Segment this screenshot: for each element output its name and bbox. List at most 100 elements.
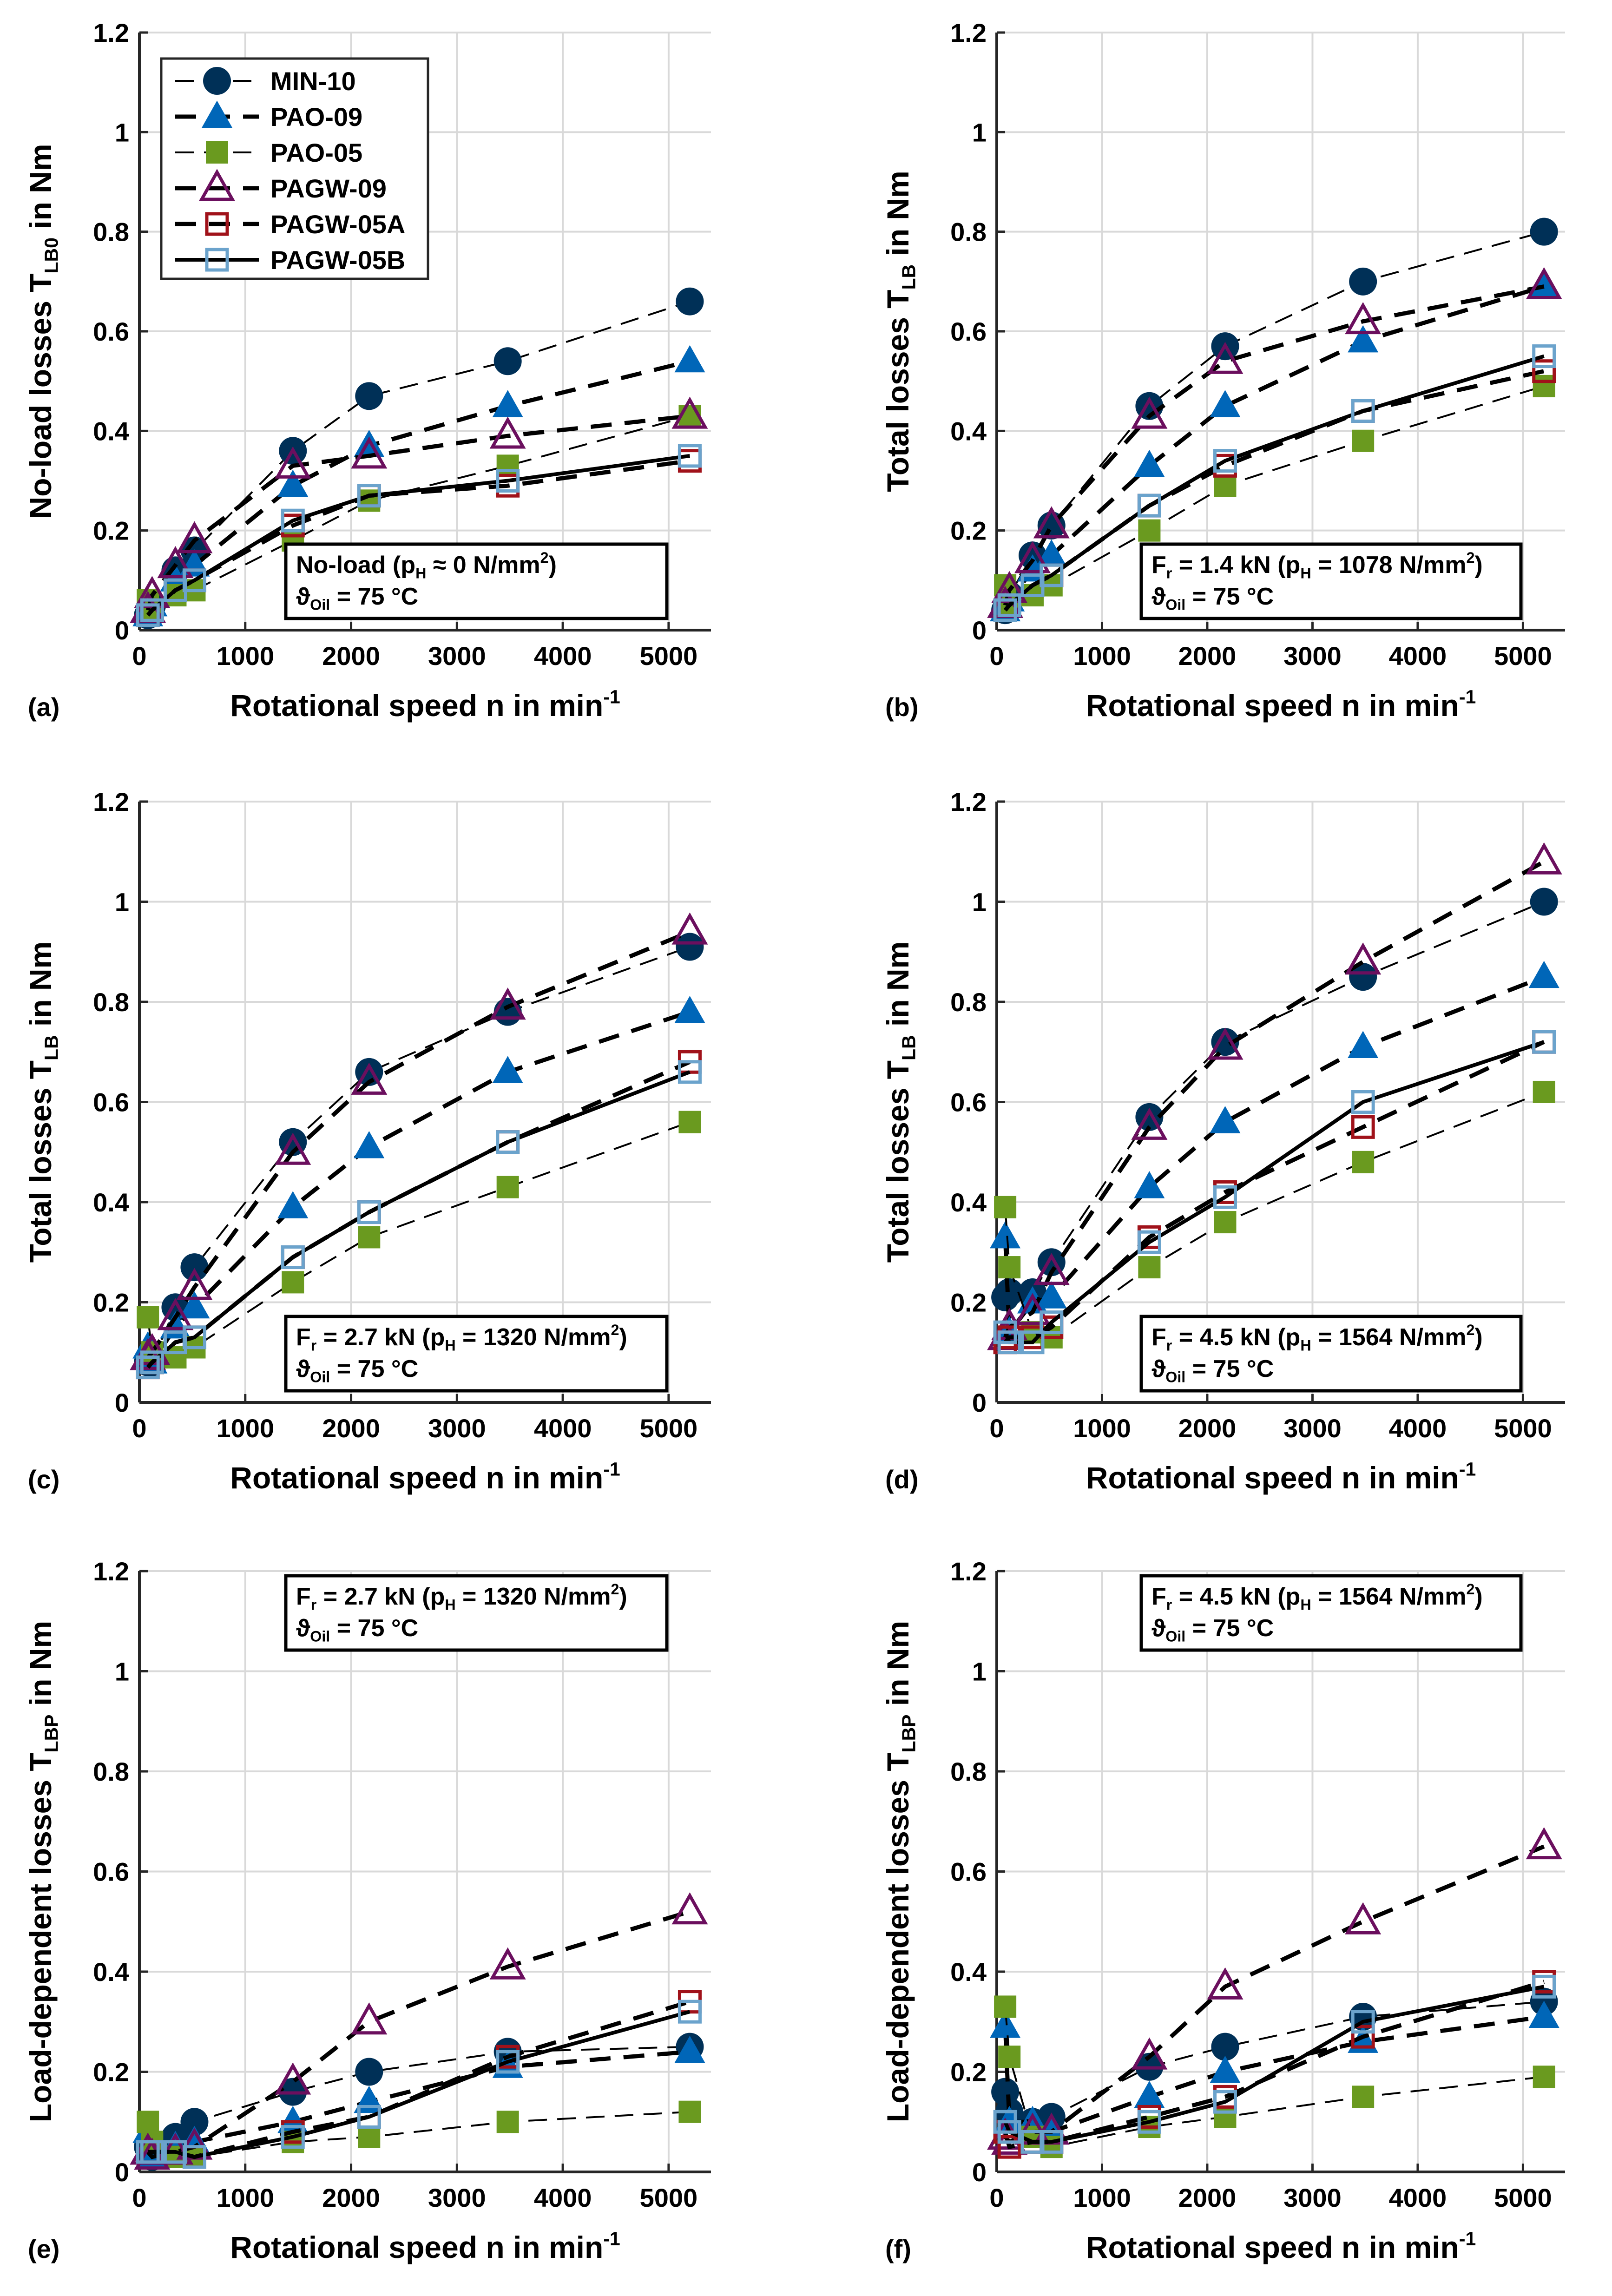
y-tick-label: 0.8 bbox=[950, 987, 987, 1017]
legend-entry: PAGW-05A bbox=[175, 210, 405, 239]
series-line bbox=[145, 1010, 691, 1368]
text-segment: in Nm bbox=[23, 144, 58, 237]
text-segment: = 2.7 kN (p bbox=[316, 1583, 445, 1610]
series-pagw-05b bbox=[136, 2000, 702, 2169]
subscript: LB bbox=[41, 1035, 62, 1060]
text-segment: in Nm bbox=[881, 941, 915, 1035]
text-segment: = 1320 N/mm bbox=[456, 1324, 611, 1351]
annotation-frame bbox=[1139, 1315, 1523, 1393]
y-tick-label: 0.6 bbox=[950, 1088, 987, 1117]
text-segment: Total losses T bbox=[881, 1060, 915, 1263]
data-point bbox=[357, 2105, 381, 2129]
superscript: -1 bbox=[1459, 686, 1476, 707]
data-point bbox=[489, 1947, 526, 1980]
text-segment: ) bbox=[1474, 1583, 1482, 1610]
series-pao-05 bbox=[994, 1080, 1555, 1349]
series-min-10 bbox=[134, 933, 704, 1376]
text-segment: = 75 °C bbox=[1185, 1615, 1274, 1642]
data-point bbox=[1020, 1330, 1045, 1355]
subplot-c: 0 1000 2000 3000 4000 5000 0 0.2 0.4 0.6 0.8 1 1.2 Ro… bbox=[23, 787, 711, 1495]
y-tick-label: 0 bbox=[972, 1388, 987, 1417]
text-segment: ϑ bbox=[296, 1355, 310, 1382]
annotation-line: ϑOil = 75 °C bbox=[296, 583, 418, 613]
y-tick-label: 0.4 bbox=[950, 1188, 987, 1217]
data-point bbox=[180, 2108, 209, 2136]
series-line bbox=[1003, 1040, 1545, 1344]
text-segment: in Nm bbox=[881, 171, 915, 264]
data-point bbox=[281, 508, 305, 533]
data-point bbox=[1033, 506, 1070, 539]
x-tick-label: 5000 bbox=[640, 641, 698, 671]
data-point bbox=[179, 1291, 210, 1319]
data-point bbox=[995, 1278, 1024, 1306]
legend-marker bbox=[199, 169, 235, 201]
data-point bbox=[355, 2058, 383, 2086]
text-segment: = 75 °C bbox=[1185, 1355, 1274, 1382]
data-point bbox=[1351, 2010, 1375, 2034]
series-pao-05 bbox=[137, 2100, 701, 2168]
series-line bbox=[1003, 974, 1545, 1338]
text-segment: = 1564 N/mm bbox=[1311, 1324, 1467, 1351]
text-segment: ϑ bbox=[1151, 1355, 1166, 1382]
data-point bbox=[354, 429, 385, 457]
legend-marker bbox=[205, 248, 229, 272]
data-point bbox=[282, 1271, 304, 1294]
data-point bbox=[351, 1062, 388, 1095]
y-tick-label: 0.8 bbox=[93, 987, 129, 1017]
data-point bbox=[275, 1132, 311, 1165]
text-segment: F bbox=[1151, 1324, 1166, 1351]
legend-marker bbox=[203, 67, 231, 95]
y-axis-label: Total losses TLB in Nm bbox=[881, 171, 920, 492]
series-line bbox=[1003, 284, 1545, 606]
y-tick-label: 0 bbox=[115, 2158, 129, 2187]
data-point bbox=[357, 1200, 381, 1224]
legend-frame bbox=[160, 57, 429, 280]
data-point bbox=[1533, 1080, 1555, 1103]
data-point bbox=[676, 933, 704, 961]
x-tick-label: 4000 bbox=[1389, 641, 1447, 671]
data-point bbox=[1040, 563, 1064, 587]
data-point bbox=[1134, 2080, 1165, 2108]
data-point bbox=[1528, 2000, 1559, 2028]
annotation-box: Fr = 1.4 kN (pH = 1078 N/mm2)ϑOil = 75 °… bbox=[1139, 542, 1523, 620]
data-point bbox=[496, 1176, 519, 1198]
series-line bbox=[1004, 901, 1545, 1298]
subscript: Oil bbox=[310, 596, 330, 613]
data-point bbox=[351, 436, 388, 469]
data-point bbox=[678, 449, 702, 473]
text-segment: No-load (p bbox=[296, 552, 415, 579]
text-segment: = 4.5 kN (p bbox=[1172, 1583, 1300, 1610]
superscript: 2 bbox=[540, 549, 549, 566]
data-point bbox=[1533, 2066, 1555, 2088]
data-point bbox=[1214, 474, 1237, 497]
legend-entry: PAGW-05B bbox=[175, 245, 405, 275]
legend-label: PAGW-05B bbox=[270, 245, 405, 275]
data-point bbox=[180, 1253, 209, 1282]
superscript: -1 bbox=[603, 2228, 620, 2249]
data-point bbox=[496, 454, 519, 477]
data-point bbox=[1351, 2025, 1375, 2049]
text-segment: ϑ bbox=[1151, 1615, 1166, 1642]
series-line bbox=[1004, 385, 1545, 607]
data-point bbox=[134, 2138, 171, 2170]
data-point bbox=[1526, 267, 1562, 300]
data-point bbox=[1526, 1827, 1562, 1860]
legend-label: PAO-05 bbox=[270, 138, 362, 167]
y-tick-label: 1 bbox=[115, 888, 129, 917]
legend: MIN-10 PAO-09 PAO-05 PAGW-09 PAGW-05A PAGW-05… bbox=[160, 57, 429, 280]
data-point bbox=[140, 1350, 164, 1375]
data-point bbox=[182, 1325, 206, 1349]
data-point bbox=[1530, 217, 1558, 246]
data-point bbox=[1532, 359, 1556, 383]
data-point bbox=[1348, 325, 1379, 353]
x-tick-label: 0 bbox=[132, 1414, 146, 1443]
data-point bbox=[1345, 302, 1382, 335]
text-segment: Load-dependent losses T bbox=[23, 1752, 58, 2122]
text-segment: Load-dependent losses T bbox=[881, 1752, 915, 2122]
data-point bbox=[674, 345, 705, 373]
annotation-line: ϑOil = 75 °C bbox=[296, 1615, 418, 1645]
superscript: 2 bbox=[611, 1581, 619, 1598]
superscript: 2 bbox=[1466, 1581, 1474, 1598]
text-segment: Rotational speed n in min bbox=[1086, 688, 1459, 723]
x-tick-label: 5000 bbox=[640, 2183, 698, 2212]
